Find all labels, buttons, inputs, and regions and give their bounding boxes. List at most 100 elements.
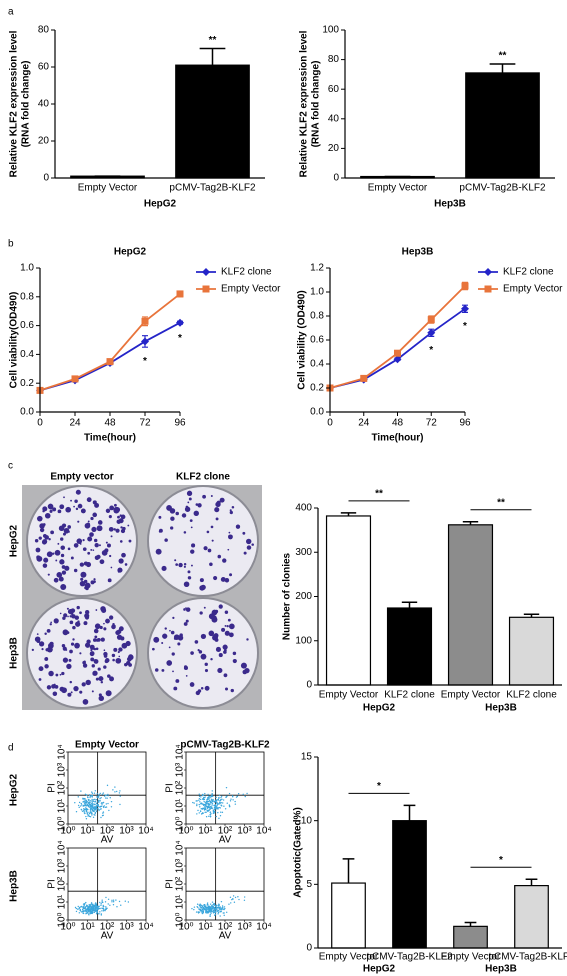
colony-dot bbox=[213, 575, 218, 581]
legend-marker bbox=[202, 268, 210, 276]
flow-dot bbox=[95, 905, 97, 908]
flow-dot bbox=[100, 914, 103, 916]
flow-dot bbox=[85, 908, 87, 911]
flow-dot bbox=[198, 904, 200, 906]
colony-dot bbox=[60, 537, 64, 541]
flow-dot bbox=[103, 795, 106, 797]
colony-dot bbox=[98, 544, 101, 547]
colony-dot bbox=[204, 668, 209, 673]
colony-dot bbox=[105, 508, 111, 513]
flow-dot bbox=[116, 906, 118, 908]
flow-dot bbox=[224, 808, 227, 810]
flow-dot bbox=[86, 800, 88, 803]
flow-dot bbox=[214, 908, 217, 910]
flow-dot bbox=[203, 800, 205, 803]
y-tick-label: 1.2 bbox=[310, 263, 324, 274]
legend-label: Empty Vector bbox=[221, 284, 281, 295]
y-axis-label: PI bbox=[165, 783, 176, 792]
flow-dot bbox=[77, 908, 79, 911]
colony-dot bbox=[185, 505, 189, 509]
colony-dot bbox=[59, 673, 62, 676]
point bbox=[71, 375, 79, 383]
flow-dot bbox=[214, 806, 217, 809]
flow-dot bbox=[97, 808, 99, 810]
flow-dot bbox=[213, 911, 215, 914]
y-tick-label: 60 bbox=[38, 62, 50, 73]
colony-dot bbox=[50, 621, 53, 624]
colony-dot bbox=[48, 537, 51, 541]
flow-dot bbox=[92, 816, 95, 818]
flow-dot bbox=[104, 797, 107, 799]
x-tick-label: 48 bbox=[392, 418, 404, 429]
flow-dot bbox=[94, 798, 96, 801]
colony-dot bbox=[36, 555, 41, 560]
colony-dot bbox=[94, 623, 101, 629]
colony-dot bbox=[41, 648, 44, 651]
flow-dot bbox=[234, 800, 236, 803]
colony-dot bbox=[199, 611, 203, 615]
flow-dot bbox=[196, 813, 198, 815]
flow-dot bbox=[200, 808, 202, 810]
colony-dot bbox=[39, 641, 45, 647]
x-tick-label: 10² bbox=[100, 826, 115, 837]
flow-dot bbox=[201, 910, 203, 913]
colony-dot bbox=[124, 563, 128, 566]
point bbox=[427, 316, 435, 324]
y-tick-label: 10² bbox=[175, 780, 186, 795]
flow-dot bbox=[207, 809, 210, 812]
y-tick-label: 20 bbox=[328, 143, 340, 154]
colony-dot bbox=[158, 530, 162, 533]
flow-dot bbox=[203, 903, 205, 906]
bar bbox=[175, 64, 250, 179]
flow-dot bbox=[91, 792, 94, 795]
colony-dot bbox=[96, 554, 101, 560]
flow-dot bbox=[218, 801, 221, 804]
flow-dot bbox=[87, 908, 90, 910]
flow-dot bbox=[103, 805, 106, 807]
flow-dot bbox=[202, 908, 204, 910]
colony-dot bbox=[227, 618, 231, 622]
colony-dot bbox=[93, 538, 98, 543]
bar bbox=[447, 524, 494, 686]
colony-dot bbox=[84, 582, 91, 589]
flow-dot bbox=[77, 796, 79, 798]
colony-dot bbox=[187, 501, 190, 504]
flow-dot bbox=[74, 801, 76, 804]
y-tick-label: 0.0 bbox=[310, 407, 324, 418]
colony-dot bbox=[115, 657, 122, 664]
flow-dot bbox=[100, 904, 102, 907]
flow-dot bbox=[74, 906, 77, 909]
colony-dot bbox=[164, 627, 167, 630]
colony-dot bbox=[70, 691, 73, 694]
flow-dot bbox=[205, 811, 207, 813]
flow-dot bbox=[203, 908, 206, 911]
flow-dot bbox=[104, 901, 107, 903]
flow-dot bbox=[211, 793, 213, 795]
point bbox=[176, 290, 184, 298]
flow-dot bbox=[83, 809, 85, 812]
colony-dot bbox=[95, 609, 98, 611]
flow-dot bbox=[107, 794, 109, 797]
legend-label: Empty Vector bbox=[503, 284, 563, 295]
y-tick-label: 10¹ bbox=[175, 798, 186, 813]
y-tick-label: 20 bbox=[38, 136, 50, 147]
flow-dot bbox=[86, 794, 88, 796]
legend-marker bbox=[202, 285, 210, 293]
colony-dot bbox=[114, 624, 116, 627]
colony-dot bbox=[36, 515, 43, 522]
colony-dot bbox=[229, 510, 233, 515]
panel-label: c bbox=[8, 461, 13, 472]
flow-dot bbox=[219, 908, 221, 911]
colony-dot bbox=[190, 564, 193, 567]
flow-dot bbox=[95, 910, 97, 912]
x-tick-label: Empty Vector bbox=[319, 690, 379, 701]
flow-dot bbox=[88, 814, 90, 816]
colony-dot bbox=[104, 659, 109, 664]
error-bar bbox=[199, 47, 226, 66]
flow-dot bbox=[215, 796, 217, 798]
bar bbox=[465, 72, 540, 179]
flow-dot bbox=[102, 904, 104, 907]
flow-dot bbox=[243, 896, 246, 898]
colony-dot bbox=[214, 638, 219, 642]
flow-dot bbox=[107, 898, 110, 900]
